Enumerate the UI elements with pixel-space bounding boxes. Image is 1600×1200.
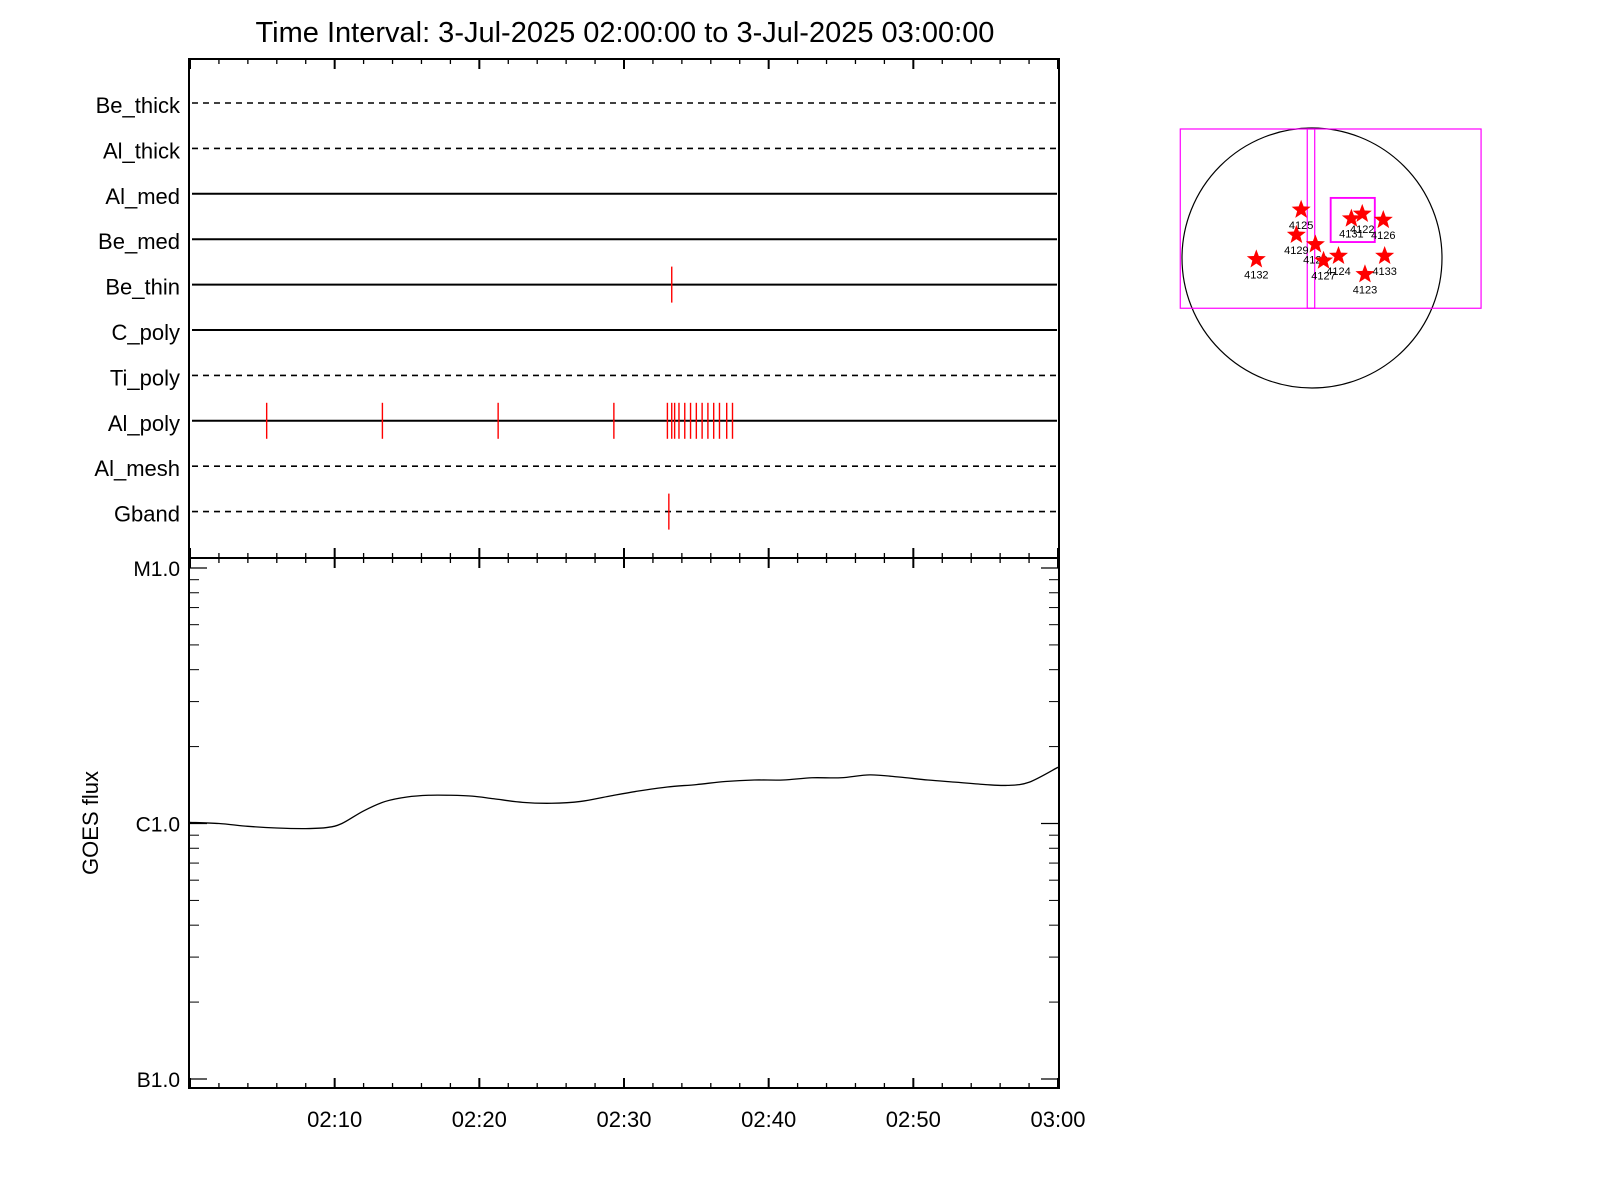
filter-label: Ti_poly <box>110 365 180 390</box>
active-region-star <box>1246 249 1266 268</box>
x-tick-label: 02:10 <box>307 1107 362 1132</box>
filter-label: C_poly <box>112 320 180 345</box>
active-region-label: 4133 <box>1372 266 1396 278</box>
timeline-frame <box>188 58 1060 559</box>
active-region-label: 4124 <box>1326 266 1350 278</box>
filter-timeline-panel: Be_thick Al_thick Al_med Be_med Be_thin C_pol… <box>94 58 1060 559</box>
filter-label: Al_poly <box>108 411 180 436</box>
x-tick-label: 02:30 <box>596 1107 651 1132</box>
y-tick-label: C1.0 <box>136 814 180 837</box>
chart-title: Time Interval: 3-Jul-2025 02:00:00 to 3-… <box>256 17 995 49</box>
filter-label: Al_mesh <box>94 456 180 481</box>
active-region-star <box>1291 199 1311 218</box>
x-tick-label: 02:50 <box>886 1107 941 1132</box>
filter-label: Be_thick <box>96 93 181 118</box>
active-region-label: 4132 <box>1244 269 1268 281</box>
filter-label: Be_med <box>98 229 180 254</box>
goes-flux-series-line <box>189 766 1059 830</box>
active-region-star <box>1341 208 1361 227</box>
active-region-star <box>1355 264 1375 283</box>
fov-box <box>1330 197 1376 243</box>
active-region-star <box>1352 203 1372 222</box>
active-region-star <box>1375 245 1395 265</box>
active-region-label: 4123 <box>1353 284 1377 296</box>
active-region-label: 4122 <box>1350 224 1374 236</box>
filter-label: Al_med <box>105 184 180 209</box>
active-region-star <box>1373 209 1393 229</box>
active-region-star <box>1286 224 1306 243</box>
y-tick-label: M1.0 <box>133 558 180 581</box>
active-region-label: 4127 <box>1311 271 1335 283</box>
filter-label: Gband <box>114 502 180 527</box>
active-region-star <box>1328 245 1348 265</box>
goes-frame <box>188 557 1060 1089</box>
active-region-label: 4131 <box>1339 229 1363 241</box>
filter-label: Be_thin <box>105 275 180 300</box>
active-region-label: 4126 <box>1371 230 1395 242</box>
x-tick-label: 02:40 <box>741 1107 796 1132</box>
solar-disk-limb <box>1181 127 1443 389</box>
goes-flux-panel: GOES flux M1.0 C1.0 B1.0 02:10 02:20 02:30 02:… <box>78 557 1086 1132</box>
active-region-label: 4129 <box>1284 245 1308 257</box>
filter-label: Al_thick <box>103 138 181 163</box>
active-region-star <box>1314 250 1334 269</box>
y-axis-label: GOES flux <box>78 771 103 875</box>
active-region-label: 4125 <box>1289 220 1313 232</box>
fov-box <box>1179 128 1316 309</box>
x-tick-label: 03:00 <box>1030 1107 1085 1132</box>
y-tick-label: B1.0 <box>137 1069 180 1092</box>
fov-box <box>1329 196 1376 243</box>
x-tick-label: 02:20 <box>452 1107 507 1132</box>
fov-box <box>1306 128 1482 309</box>
active-region-star <box>1305 234 1325 253</box>
